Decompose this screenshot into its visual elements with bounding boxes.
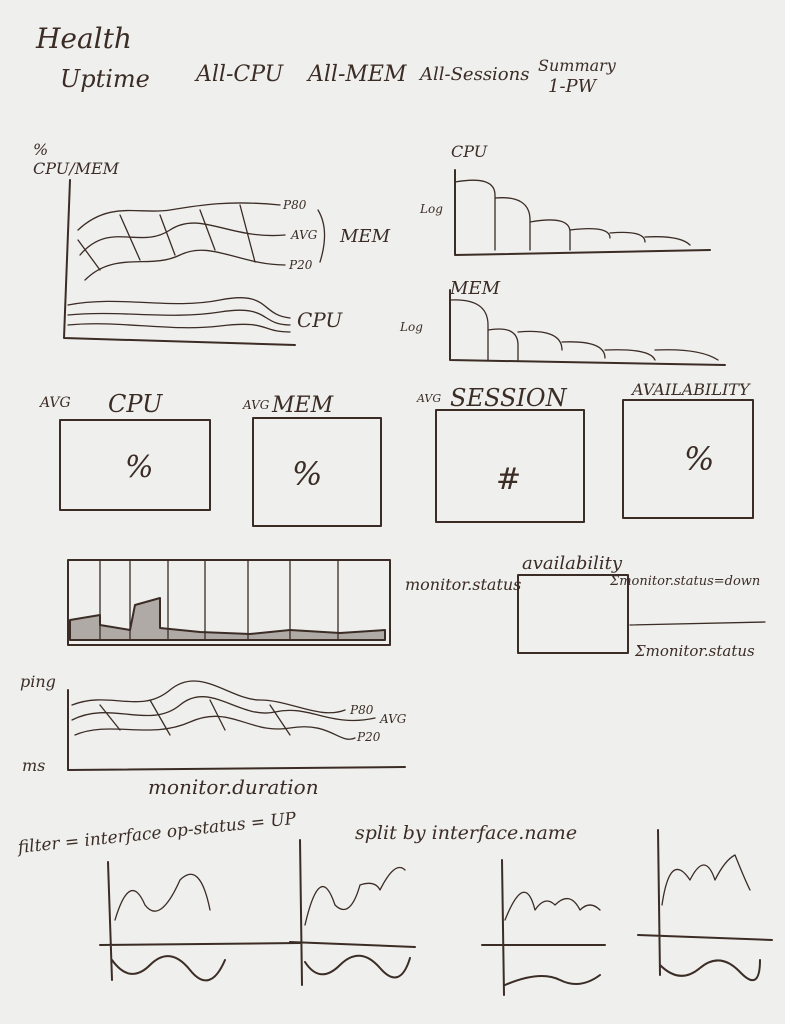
tile-avg-mem-value: % <box>292 455 323 493</box>
interface-charts <box>99 829 773 996</box>
legend-avg: AVG <box>291 228 318 242</box>
mem-hist-title: MEM <box>450 278 501 299</box>
tile-avg-session <box>435 409 585 523</box>
legend-cpu: CPU <box>297 308 343 332</box>
usage-line-chart <box>63 179 326 346</box>
tile-avg-cpu <box>59 419 211 511</box>
cpu-hist-title: CPU <box>451 142 488 161</box>
tile-avg-session-value: # <box>496 462 522 497</box>
ping-legend-avg: AVG <box>380 712 407 726</box>
availability-numerator: Σmonitor.status=down <box>610 574 761 589</box>
tab-uptime[interactable]: Uptime <box>60 65 150 93</box>
tile-availability-label: AVAILABILITY <box>632 380 750 399</box>
tile-avg-cpu-label: CPU <box>108 390 163 418</box>
ping-yunit: ms <box>22 756 46 775</box>
ping-line-chart <box>67 680 406 771</box>
legend-mem: MEM <box>340 226 391 247</box>
tab-all-mem[interactable]: All-MEM <box>308 62 407 87</box>
tab-summary[interactable]: Summary <box>538 56 616 75</box>
tile-avg-mem <box>252 417 382 527</box>
tile-avg-mem-prefix: AVG <box>243 398 270 412</box>
ping-legend-p20: P20 <box>357 730 381 744</box>
cpu-hist-ylabel: Log <box>420 202 443 216</box>
tile-avg-cpu-value: % <box>125 450 154 485</box>
monitor-status-label: monitor.status <box>405 575 522 594</box>
availability-box <box>517 574 629 654</box>
mem-histogram <box>449 289 726 366</box>
tile-avg-cpu-prefix: AVG <box>40 395 71 411</box>
tab-all-cpu[interactable]: All-CPU <box>196 62 284 87</box>
availability-title: availability <box>522 553 623 574</box>
tile-avg-session-prefix: AVG <box>417 392 442 405</box>
ping-legend-p80: P80 <box>350 703 374 717</box>
interface-split: split by interface.name <box>355 822 578 844</box>
legend-p80: P80 <box>283 198 307 212</box>
tab-summary-period: 1-PW <box>548 76 597 97</box>
tile-availability <box>622 399 754 519</box>
ping-ylabel: ping <box>20 672 56 691</box>
page-title: Health <box>36 22 132 55</box>
legend-p20: P20 <box>289 258 313 272</box>
cpu-histogram <box>454 169 711 256</box>
mem-hist-ylabel: Log <box>400 320 423 334</box>
usage-chart-ylabel: % CPU/MEM <box>33 140 120 178</box>
availability-denominator: Σmonitor.status <box>635 642 755 660</box>
tab-all-sessions[interactable]: All-Sessions <box>420 64 530 85</box>
ping-xlabel: monitor.duration <box>148 775 319 799</box>
tile-avg-session-label: SESSION <box>450 384 567 412</box>
monitor-status-chart <box>67 559 391 646</box>
tile-availability-value: % <box>684 440 715 478</box>
tile-avg-mem-label: MEM <box>272 393 334 418</box>
